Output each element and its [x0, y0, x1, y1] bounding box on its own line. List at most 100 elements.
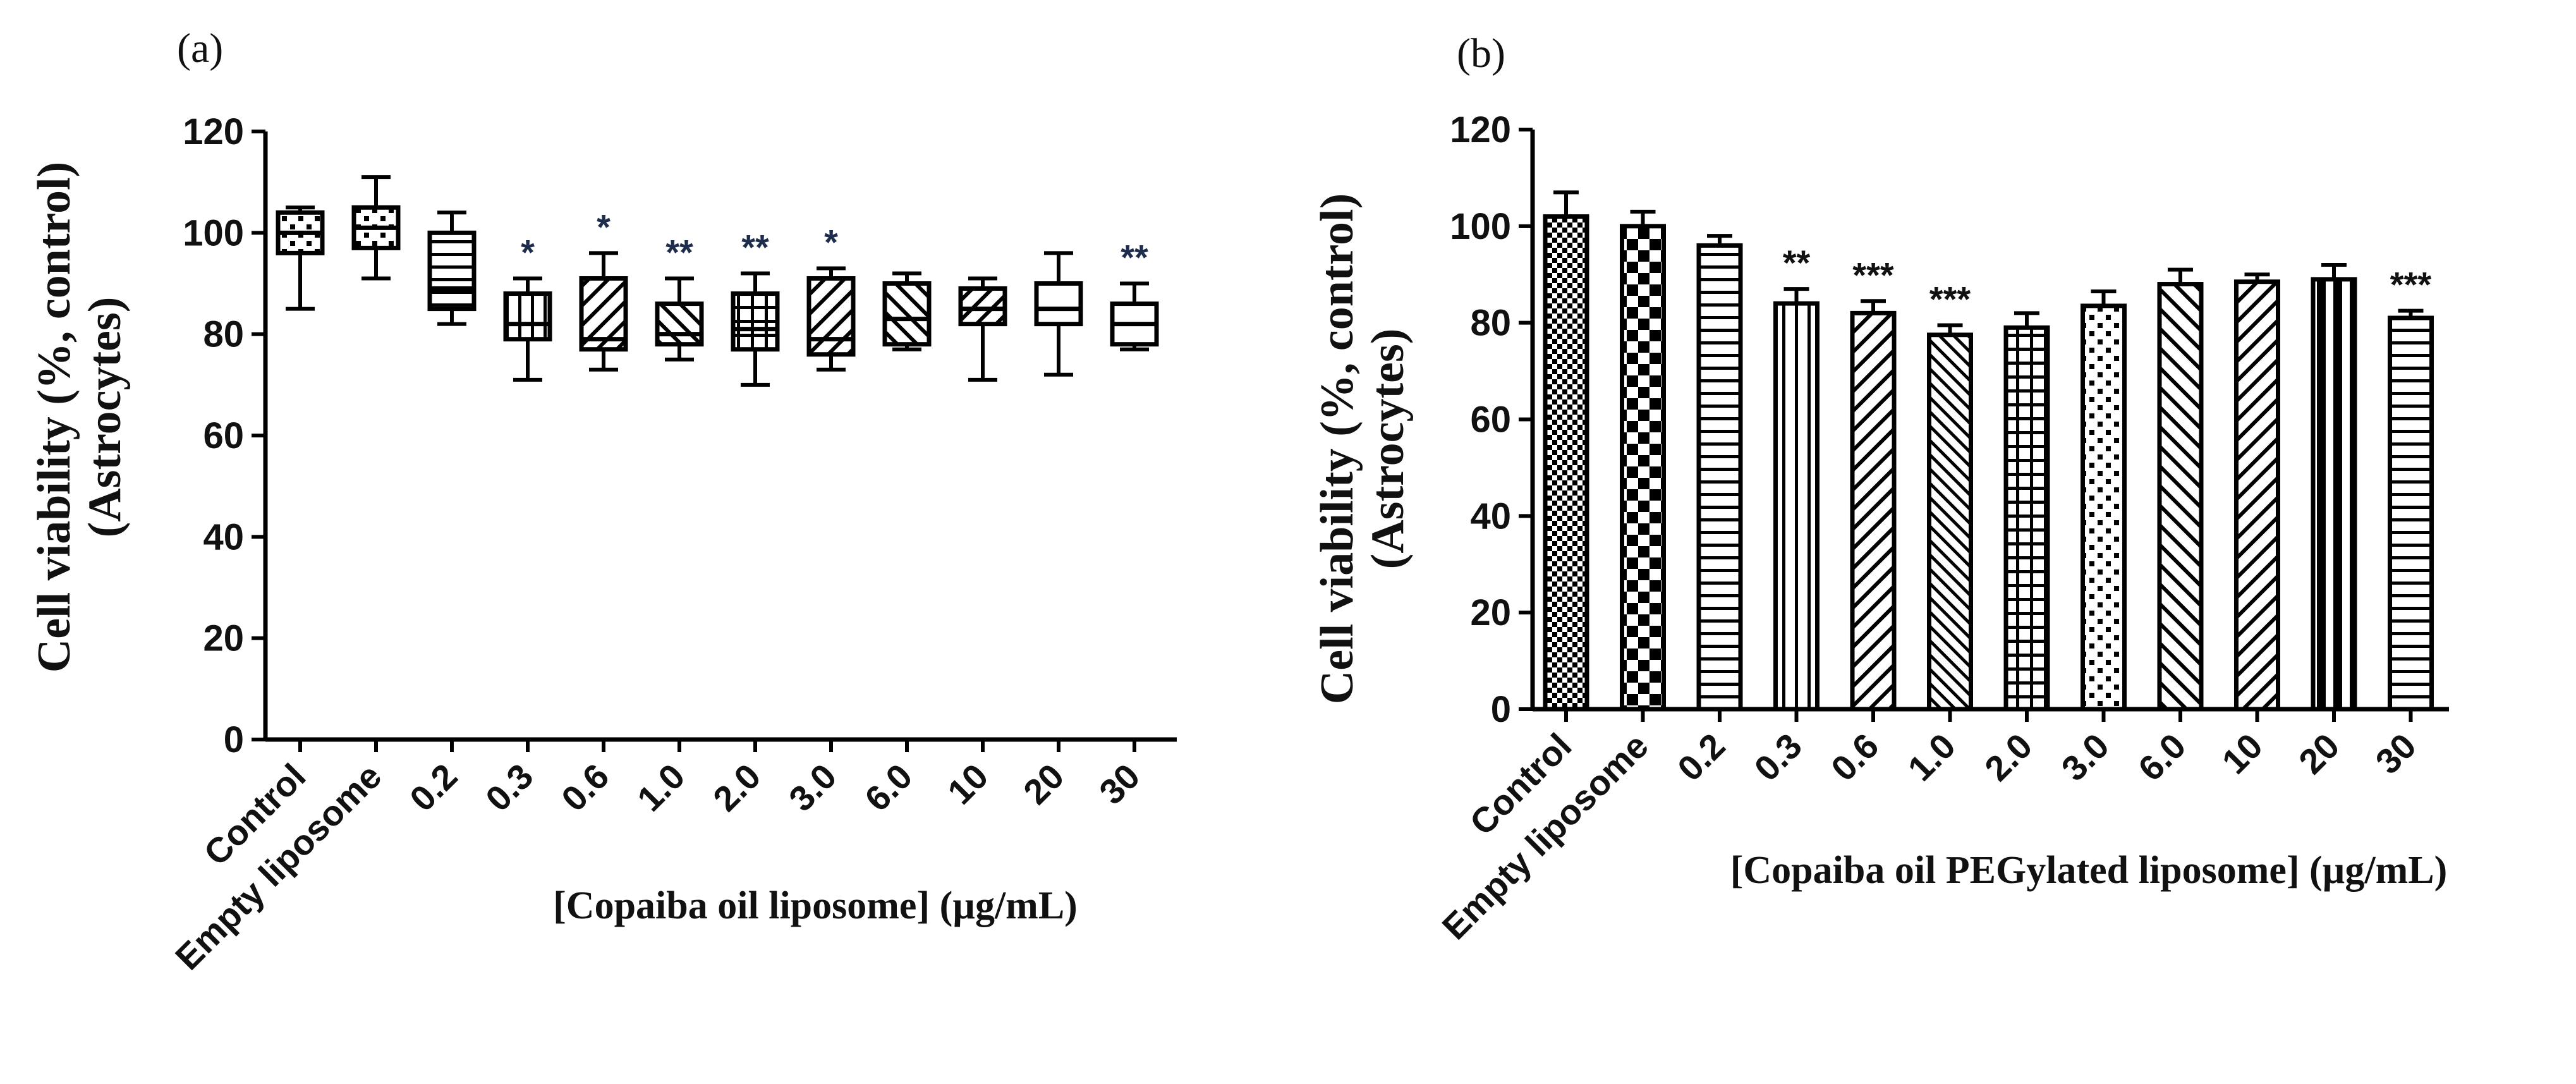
- box-body: [958, 286, 1007, 327]
- panel-b-xlabel: [Copaiba oil PEGylated liposome] (µg/mL): [1730, 849, 2448, 892]
- panel-b-x-tick-label: 0.6: [1823, 726, 1886, 789]
- box-3: *: [503, 232, 552, 382]
- bar-9: [2234, 272, 2280, 712]
- panel-a-y-tick-label: 40: [203, 516, 244, 557]
- bar: [2388, 315, 2434, 712]
- panel-a-label: (a): [177, 25, 223, 71]
- panel-b-x-tick-label: 6.0: [2130, 726, 2194, 789]
- panel-a-x-tick-label: 2.0: [705, 756, 769, 819]
- bar-0: [1543, 190, 1589, 712]
- bar-4: ***: [1850, 255, 1897, 712]
- significance-marker: **: [665, 232, 693, 272]
- significance-marker: *: [597, 207, 611, 247]
- panel-a-ylabel-line2: (Astrocytes): [79, 297, 131, 538]
- box-5: **: [655, 232, 704, 362]
- bar-1: [1620, 209, 1666, 712]
- box-8: [882, 271, 932, 351]
- panel-b-y-tick-label: 80: [1470, 303, 1511, 344]
- box-0: [276, 205, 325, 311]
- box-9: [958, 276, 1007, 382]
- significance-marker: *: [824, 222, 838, 262]
- significance-marker: **: [741, 227, 769, 267]
- box-body: [427, 230, 477, 312]
- panel-a-x-tick-label: 6.0: [857, 756, 920, 819]
- significance-marker: ***: [1852, 255, 1894, 295]
- bar: [1696, 243, 1743, 712]
- bar-5: ***: [1927, 279, 1973, 712]
- bar-7: [2081, 289, 2127, 712]
- panel-a-x-tick-label: 3.0: [781, 756, 844, 819]
- panel-b-x-tick-label: 30: [2367, 726, 2424, 782]
- significance-marker: **: [1783, 243, 1811, 283]
- box-body: [655, 301, 704, 347]
- box-6: **: [731, 227, 780, 387]
- panel-a-x-tick-label: 10: [940, 756, 996, 812]
- bar-11: ***: [2388, 265, 2434, 712]
- panel-a-y-tick-label: 20: [203, 618, 244, 659]
- significance-marker: ***: [2390, 265, 2432, 305]
- panel-b-ylabel-line1: Cell viability (%, control): [1311, 193, 1363, 704]
- bar: [2311, 277, 2357, 712]
- panel-b-y-tick-label: 120: [1450, 109, 1511, 150]
- bar: [1850, 310, 1897, 712]
- significance-marker: **: [1121, 238, 1148, 277]
- panel-b-y-tick-label: 20: [1470, 592, 1511, 633]
- panel-b-x-tick-label: 10: [2214, 726, 2270, 782]
- panel-a-x-tick-label: 1.0: [629, 756, 693, 819]
- panel-a-ylabel: Cell viability (%, control) (Astrocytes): [28, 162, 131, 673]
- box-11: **: [1110, 238, 1159, 351]
- significance-marker: ***: [1929, 279, 1971, 319]
- panel-b-x-tick-label: 0.3: [1746, 726, 1809, 789]
- bar-6: [2003, 311, 2050, 712]
- panel-b-y-tick-label: 40: [1470, 496, 1511, 537]
- panel-a-x-tick-label: 30: [1091, 756, 1148, 812]
- panel-b-ylabel: Cell viability (%, control) (Astrocytes): [1311, 193, 1414, 704]
- bar: [2003, 325, 2050, 712]
- panel-a-x-tick-label: 0.2: [402, 756, 465, 819]
- bar: [2081, 303, 2127, 712]
- bar-2: [1696, 234, 1743, 712]
- panel-a-x-tick-label: 20: [1016, 756, 1072, 812]
- panel-b-y-tick-label: 100: [1450, 206, 1511, 247]
- panel-a-y-tick-label: 100: [183, 212, 244, 253]
- box-body: [882, 281, 932, 347]
- box-body: [806, 276, 856, 357]
- box-1: [351, 175, 401, 281]
- panel-b-x-tick-label: 20: [2291, 726, 2347, 782]
- panel-a-y-tick-label: 120: [183, 111, 244, 152]
- panel-a-x-tick-label: 0.6: [554, 756, 617, 819]
- box-10: [1034, 251, 1083, 377]
- panel-a-y-tick-label: 60: [203, 415, 244, 456]
- panel-a-y-tick-label: 0: [224, 719, 244, 760]
- panel-a-x-tick-label: 0.3: [478, 756, 541, 819]
- box-2: [427, 210, 477, 326]
- panel-b-x-tick-label: 0.2: [1670, 726, 1733, 789]
- bar: [1620, 224, 1666, 712]
- bar: [2157, 282, 2204, 712]
- box-body: [1034, 281, 1083, 327]
- panel-b-x-tick-label: 1.0: [1900, 726, 1963, 789]
- bar-8: [2157, 267, 2204, 712]
- panel-b-y-tick-label: 60: [1470, 399, 1511, 441]
- panel-b-x-tick-label: 3.0: [2053, 726, 2117, 789]
- bar-3: **: [1773, 243, 1820, 712]
- panel-a-ylabel-line1: Cell viability (%, control): [28, 162, 80, 673]
- bar: [1543, 214, 1589, 712]
- significance-marker: *: [521, 232, 535, 272]
- panel-b-label: (b): [1457, 30, 1505, 76]
- panel-a-y-tick-label: 80: [203, 314, 244, 355]
- box-body: [503, 291, 552, 342]
- box-7: *: [806, 222, 856, 372]
- bar: [1773, 301, 1820, 712]
- box-4: *: [579, 207, 628, 372]
- panel-b-y-tick-label: 0: [1491, 689, 1511, 730]
- panel-a-xlabel: [Copaiba oil liposome] (µg/mL): [553, 884, 1078, 927]
- panel-b-ylabel-line2: (Astrocytes): [1362, 329, 1414, 569]
- bar: [1927, 332, 1973, 712]
- bar: [2234, 279, 2280, 712]
- bar-10: [2311, 262, 2357, 712]
- box-body: [731, 291, 780, 352]
